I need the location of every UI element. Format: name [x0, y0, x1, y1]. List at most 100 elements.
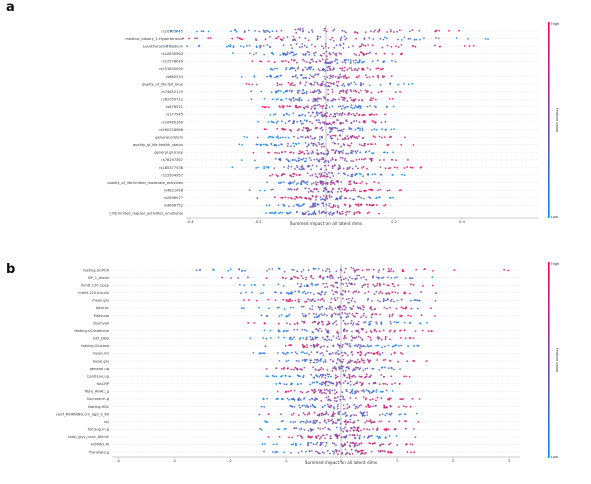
shap-point: [368, 361, 370, 364]
shap-point: [276, 152, 278, 154]
shap-point: [370, 450, 373, 453]
shap-point: [366, 76, 368, 79]
shap-point: [370, 374, 372, 377]
shap-point: [264, 143, 267, 146]
shap-point: [379, 300, 381, 303]
shap-point: [327, 428, 330, 430]
shap-point: [318, 314, 321, 317]
shap-point: [363, 312, 365, 315]
shap-point: [255, 39, 258, 41]
shap-point: [276, 390, 279, 393]
shap-point: [416, 307, 419, 310]
shap-point: [383, 75, 386, 78]
shap-point: [370, 345, 372, 347]
shap-point: [257, 120, 259, 123]
shap-point: [250, 284, 253, 286]
shap-point: [298, 142, 300, 145]
shap-point: [315, 111, 318, 114]
shap-point: [365, 189, 367, 192]
shap-point: [318, 138, 321, 141]
shap-point: [438, 45, 441, 48]
shap-point: [388, 420, 391, 423]
shap-point: [354, 278, 357, 281]
shap-point: [304, 413, 306, 416]
shap-point: [349, 434, 351, 436]
shap-point: [367, 335, 370, 338]
shap-point: [335, 351, 338, 354]
shap-point: [360, 316, 362, 319]
shap-point: [295, 196, 298, 199]
shap-point: [331, 157, 334, 159]
shap-point: [342, 128, 345, 131]
shap-point: [331, 88, 334, 91]
shap-point: [290, 145, 292, 148]
shap-point: [401, 314, 403, 317]
shap-point: [323, 121, 326, 123]
shap-point: [276, 82, 279, 85]
shap-point: [302, 420, 305, 423]
shap-point: [359, 105, 362, 108]
shap-point: [365, 375, 368, 378]
shap-point: [316, 73, 319, 76]
shap-point: [259, 144, 262, 146]
shap-point: [351, 434, 354, 436]
shap-point: [344, 380, 347, 383]
shap-point: [268, 36, 271, 38]
shap-point: [289, 292, 291, 294]
shap-point: [337, 357, 339, 360]
shap-point: [286, 51, 289, 54]
shap-point: [348, 67, 351, 69]
shap-point: [315, 175, 318, 178]
shap-point: [283, 308, 286, 310]
shap-point: [338, 346, 341, 348]
shap-point: [326, 76, 329, 79]
shap-point: [375, 399, 377, 402]
shap-point: [295, 74, 297, 76]
shap-point: [283, 166, 285, 168]
shap-point: [399, 330, 401, 332]
shap-point: [414, 298, 417, 301]
shap-point: [301, 136, 304, 138]
shap-point: [448, 29, 450, 32]
shap-point: [308, 51, 310, 53]
feature-row-points: [238, 141, 415, 148]
shap-point: [320, 399, 323, 402]
shap-point: [300, 435, 303, 438]
shap-point: [328, 196, 331, 198]
shap-point: [372, 203, 375, 206]
shap-point: [310, 351, 313, 354]
shap-point: [263, 450, 265, 453]
shap-point: [365, 331, 368, 334]
shap-point: [369, 105, 371, 107]
shap-point: [304, 181, 306, 184]
shap-point: [366, 268, 368, 271]
shap-point: [316, 176, 319, 179]
shap-point: [360, 89, 362, 92]
shap-point: [364, 283, 367, 286]
shap-point: [366, 411, 368, 414]
shap-point: [353, 290, 356, 293]
shap-point: [349, 59, 352, 61]
shap-point: [291, 338, 294, 340]
shap-point: [349, 397, 352, 399]
shap-point: [294, 53, 296, 56]
shap-point: [238, 37, 241, 39]
shap-point: [333, 134, 336, 137]
shap-point: [287, 352, 289, 354]
shap-point: [306, 285, 308, 287]
shap-point: [358, 405, 361, 407]
shap-point: [298, 97, 301, 99]
shap-point: [404, 277, 407, 280]
shap-point: [325, 422, 328, 424]
shap-point: [389, 360, 392, 362]
shap-point: [380, 397, 383, 400]
shap-point: [368, 150, 371, 153]
shap-point: [351, 134, 354, 137]
shap-point: [324, 70, 327, 72]
shap-point: [352, 305, 355, 308]
shap-point: [340, 107, 343, 110]
shap-point: [339, 38, 342, 40]
shap-point: [329, 62, 332, 65]
shap-point: [431, 284, 434, 287]
shap-point: [346, 354, 349, 357]
